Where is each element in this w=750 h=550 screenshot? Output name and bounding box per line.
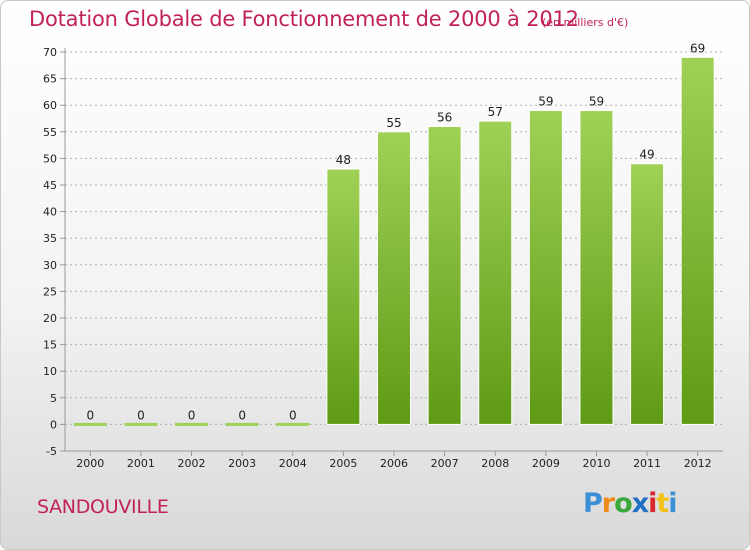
bar — [630, 163, 665, 425]
commune-name: SANDOUVILLE — [37, 496, 169, 518]
y-tick-label: 40 — [43, 206, 57, 219]
logo-letter: i — [648, 488, 657, 519]
bar — [478, 120, 513, 425]
x-tick-label: 2002 — [178, 457, 206, 470]
x-tick-label: 2010 — [582, 457, 610, 470]
bar — [579, 110, 614, 425]
bar — [427, 125, 462, 425]
y-tick-label: 55 — [43, 126, 57, 139]
y-tick-label: 45 — [43, 179, 57, 192]
proxiti-logo[interactable]: Proxiti — [583, 488, 678, 519]
chart-title: Dotation Globale de Fonctionnement de 20… — [29, 7, 579, 31]
logo-letter: o — [614, 488, 633, 519]
x-tick-label: 2006 — [380, 457, 408, 470]
y-tick-label: 30 — [43, 259, 57, 272]
bar — [124, 422, 158, 426]
chart-subtitle: (en milliers d'€) — [542, 16, 629, 29]
y-tick-label: 15 — [43, 339, 57, 352]
y-tick-label: 20 — [43, 312, 57, 325]
bar — [73, 422, 107, 426]
x-tick-label: 2004 — [279, 457, 307, 470]
x-tick-label: 2008 — [481, 457, 509, 470]
x-tick-label: 2012 — [684, 457, 712, 470]
bar — [175, 422, 209, 426]
data-label: 0 — [86, 408, 94, 422]
y-tick-label: 70 — [43, 46, 57, 59]
data-label: 0 — [238, 408, 246, 422]
bar — [276, 422, 310, 426]
x-tick-label: 2005 — [329, 457, 357, 470]
data-label: 57 — [488, 105, 503, 119]
axis-layer: -5 0 5 10 15 20 25 30 35 40 45 50 55 60 65 70 2000 2001 20… — [43, 46, 723, 470]
y-tick-label: 5 — [50, 392, 57, 405]
data-label: 0 — [137, 408, 145, 422]
data-label: 56 — [437, 110, 452, 124]
bar-layer — [73, 56, 715, 426]
y-tick-label: 50 — [43, 152, 57, 165]
x-tick-label: 2009 — [532, 457, 560, 470]
x-tick-label: 2000 — [76, 457, 104, 470]
logo-letter: x — [631, 488, 649, 519]
data-label: 59 — [538, 95, 553, 109]
data-label: 59 — [589, 95, 604, 109]
y-tick-label: 65 — [43, 73, 57, 86]
x-tick-label: 2011 — [633, 457, 661, 470]
logo-letter: P — [583, 488, 603, 519]
bar — [326, 168, 361, 425]
data-label: 55 — [386, 116, 401, 130]
label-layer: 0 0 0 0 0 48 55 56 57 59 59 49 69 — [86, 41, 705, 422]
y-tick-label: 10 — [43, 365, 57, 378]
y-tick-label: -5 — [46, 445, 57, 458]
data-label: 0 — [188, 408, 196, 422]
y-tick-label: 25 — [43, 285, 57, 298]
logo-letter: i — [668, 488, 677, 519]
data-label: 69 — [690, 41, 705, 55]
data-label: 0 — [289, 408, 297, 422]
y-tick-label: 0 — [50, 418, 57, 431]
x-tick-label: 2003 — [228, 457, 256, 470]
bar — [377, 131, 411, 425]
x-tick-label: 2007 — [431, 457, 459, 470]
data-label: 49 — [639, 148, 654, 162]
bar — [225, 422, 259, 426]
y-tick-label: 35 — [43, 232, 57, 245]
x-tick-label: 2001 — [127, 457, 155, 470]
y-tick-label: 60 — [43, 99, 57, 112]
logo-letter: t — [656, 488, 669, 519]
data-label: 48 — [336, 153, 351, 167]
logo-letter: r — [601, 488, 615, 519]
bar — [528, 110, 563, 425]
bar — [680, 56, 715, 425]
